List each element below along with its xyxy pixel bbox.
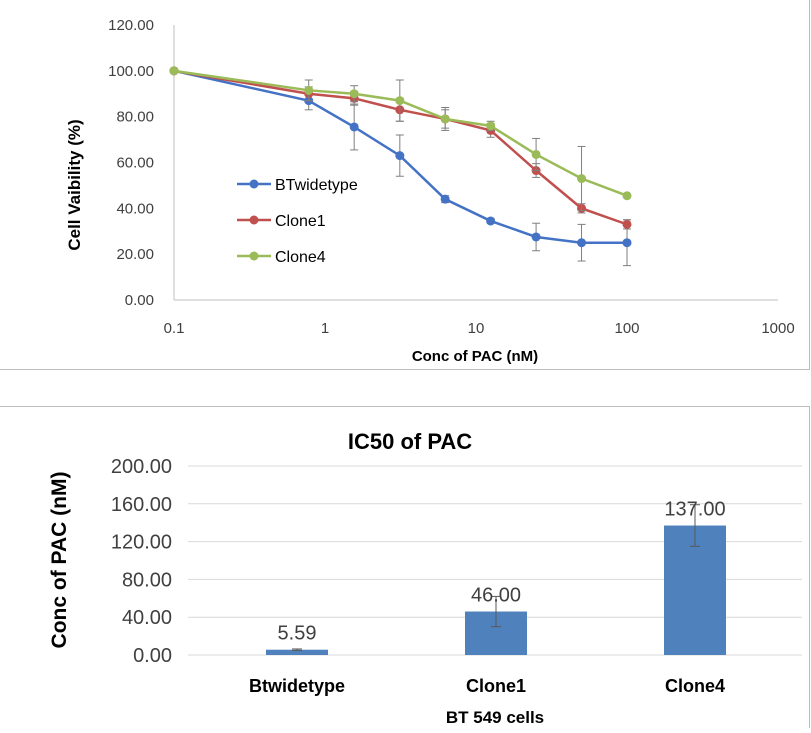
- y-tick-label: 100.00: [108, 63, 154, 80]
- legend-label: Clone4: [275, 249, 326, 266]
- bar-group-clone4: 137.00 Clone4: [664, 499, 726, 696]
- legend-item-btwidetype: BTwidetype: [237, 177, 358, 194]
- legend-swatch-marker: [249, 215, 259, 225]
- y-tick-label: 0.00: [125, 292, 154, 309]
- data-point: [577, 238, 587, 248]
- y-tick-label: 60.00: [116, 155, 154, 172]
- data-point: [622, 238, 632, 248]
- y-tick-label: 200.00: [111, 456, 172, 478]
- data-point: [622, 191, 632, 201]
- data-point: [395, 96, 405, 106]
- line-chart-legend: BTwidetype Clone1 Clone4: [237, 177, 358, 266]
- series-line: [173, 69, 628, 197]
- y-tick-label: 160.00: [111, 494, 172, 516]
- data-point: [304, 85, 314, 95]
- y-tick-label: 20.00: [116, 246, 154, 263]
- bar-chart-panel: IC50 of PAC 0.00 40.00 80.00 120.00 160.00 20…: [0, 406, 810, 728]
- series-clone1: [169, 66, 632, 230]
- y-tick-label: 120.00: [111, 532, 172, 554]
- x-tick-label: 1000: [761, 320, 794, 337]
- bar-chart-y-axis-title: Conc of PAC (nM): [48, 472, 71, 649]
- data-point: [622, 219, 632, 229]
- legend-swatch-marker: [249, 251, 259, 261]
- data-point: [440, 114, 450, 124]
- legend-item-clone1: Clone1: [237, 213, 326, 230]
- line-chart-axes: [173, 25, 778, 301]
- bar-chart-tick-labels: 0.00 40.00 80.00 120.00 160.00 200.00: [111, 456, 172, 667]
- x-tick-label: 0.1: [164, 320, 185, 337]
- x-tick-label: 100: [614, 320, 639, 337]
- series-clone4: [169, 66, 632, 212]
- data-point: [531, 232, 541, 242]
- y-tick-label: 40.00: [116, 200, 154, 217]
- cell-viability-line-chart: 0.00 20.00 40.00 60.00 80.00 100.00 120.00 0.1 1…: [65, 17, 795, 365]
- legend-label: BTwidetype: [275, 177, 358, 194]
- data-point: [577, 174, 587, 184]
- legend-label: Clone1: [275, 213, 326, 230]
- ic50-bar-chart: IC50 of PAC 0.00 40.00 80.00 120.00 160.00 20…: [48, 429, 802, 727]
- bar: [266, 649, 328, 655]
- data-point: [395, 151, 405, 161]
- bar-group-clone1: 46.00 Clone1: [465, 585, 527, 696]
- bar-chart-bars: 5.59 Btwidetype 46.00 Clone1 137.00 Clone4: [249, 499, 726, 696]
- x-category-label: Clone1: [466, 676, 526, 696]
- y-tick-label: 40.00: [122, 607, 172, 629]
- legend-swatch-marker: [249, 179, 259, 189]
- data-point: [440, 194, 450, 204]
- data-point: [486, 121, 496, 131]
- bar-value-label: 137.00: [664, 499, 725, 521]
- data-point: [486, 216, 496, 226]
- x-tick-label: 10: [468, 320, 485, 337]
- x-category-label: Btwidetype: [249, 676, 345, 696]
- bar: [664, 525, 726, 655]
- y-tick-label: 0.00: [133, 645, 172, 667]
- y-tick-label: 80.00: [122, 569, 172, 591]
- line-chart-y-axis-title: Cell Vaibility (%): [65, 119, 84, 250]
- y-tick-label: 80.00: [116, 109, 154, 126]
- data-point: [531, 149, 541, 159]
- line-chart-series: [169, 66, 632, 267]
- line-chart-tick-labels: 0.00 20.00 40.00 60.00 80.00 100.00 120.00 0.1 1…: [108, 17, 795, 337]
- data-point: [349, 122, 359, 132]
- x-category-label: Clone4: [665, 676, 725, 696]
- data-point: [169, 66, 179, 76]
- bar-chart-x-axis-title: BT 549 cells: [446, 708, 544, 727]
- bar-value-label: 46.00: [471, 585, 521, 607]
- legend-item-clone4: Clone4: [237, 249, 326, 266]
- series-line: [173, 69, 628, 226]
- bar-value-label: 5.59: [278, 623, 317, 645]
- line-chart-x-axis-title: Conc of PAC (nM): [412, 348, 538, 365]
- y-tick-label: 120.00: [108, 17, 154, 34]
- line-chart-panel: 0.00 20.00 40.00 60.00 80.00 100.00 120.00 0.1 1…: [0, 0, 810, 370]
- bar-group-btwidetype: 5.59 Btwidetype: [249, 623, 345, 696]
- bar-chart-title: IC50 of PAC: [348, 429, 472, 454]
- data-point: [349, 89, 359, 99]
- x-tick-label: 1: [321, 320, 329, 337]
